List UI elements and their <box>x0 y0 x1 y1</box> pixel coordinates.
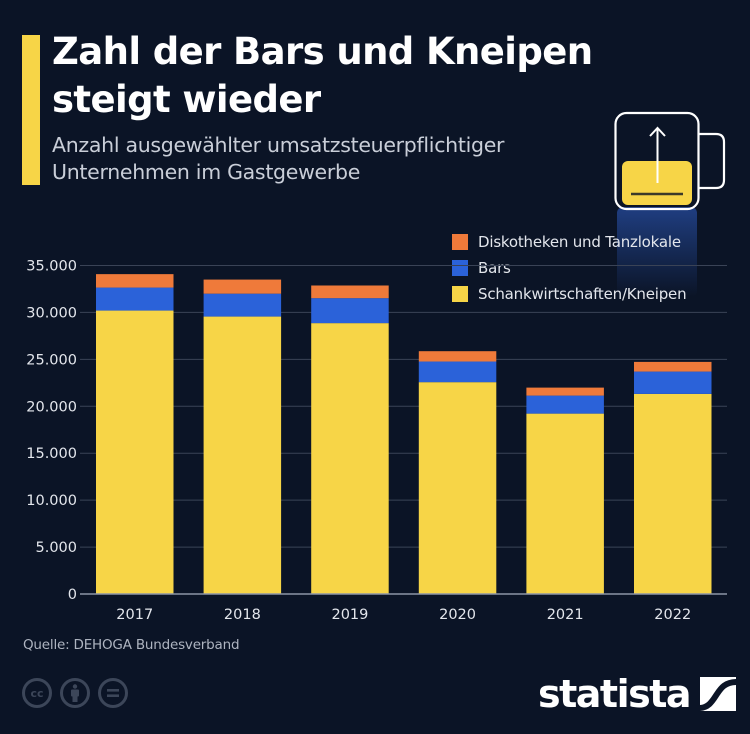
bar-segment-bars-2019 <box>311 298 389 324</box>
bar-segment-schankwirtschaften-kneipen-2022 <box>634 393 712 594</box>
bar-segment-diskotheken-und-tanzlokale-2020 <box>418 351 497 362</box>
legend-item-kneipen: Schankwirtschaften/Kneipen <box>452 281 687 307</box>
bar-segment-diskotheken-und-tanzlokale-2019 <box>311 285 389 299</box>
bar-segment-schankwirtschaften-kneipen-2019 <box>311 323 389 594</box>
bar-segment-schankwirtschaften-kneipen-2020 <box>418 382 497 594</box>
legend-swatch-diskotheken <box>452 234 468 250</box>
mug-body <box>614 111 700 211</box>
x-axis-ticks: 2017 2018 2019 2020 2021 2022 <box>116 607 691 623</box>
gridlines <box>80 265 727 548</box>
equals-glyph <box>107 689 119 697</box>
bar-segment-diskotheken-und-tanzlokale-2021 <box>526 387 604 396</box>
legend-label: Diskotheken und Tanzlokale <box>478 233 681 251</box>
bar-segment-bars-2021 <box>526 395 604 414</box>
bar-segment-schankwirtschaften-kneipen-2018 <box>203 316 282 594</box>
brand-name: statista <box>538 672 692 716</box>
beer-mug-rising-arrow-icon <box>614 111 726 211</box>
bar-segment-diskotheken-und-tanzlokale-2022 <box>634 361 712 372</box>
y-tick-label: 0 <box>68 587 77 603</box>
bars <box>96 274 712 594</box>
bar-segment-schankwirtschaften-kneipen-2021 <box>526 413 604 594</box>
x-tick-label: 2017 <box>116 607 153 623</box>
arrow-head <box>649 126 666 137</box>
legend-label: Bars <box>478 259 511 277</box>
creative-commons-icon[interactable]: cc <box>22 678 52 708</box>
bar-segment-bars-2022 <box>634 371 712 394</box>
legend-label: Schankwirtschaften/Kneipen <box>478 285 687 303</box>
chart-subtitle: Anzahl ausgewählter umsatzsteuerpflichti… <box>52 133 505 184</box>
chart-title: Zahl der Bars und Kneipen steigt wieder <box>52 30 593 121</box>
x-tick-label: 2020 <box>439 607 476 623</box>
y-tick-label: 25.000 <box>26 352 77 368</box>
x-tick-label: 2018 <box>224 607 261 623</box>
x-tick-label: 2022 <box>654 607 691 623</box>
mug-reflection <box>617 207 697 297</box>
bar-segment-bars-2020 <box>418 361 497 383</box>
bar-segment-bars-2017 <box>96 287 174 311</box>
bar-segment-bars-2018 <box>203 293 282 317</box>
legend-swatch-bars <box>452 260 468 276</box>
y-tick-label: 20.000 <box>26 399 77 415</box>
bar-segment-schankwirtschaften-kneipen-2017 <box>96 310 174 594</box>
y-axis-ticks: 0 5.000 10.000 15.000 20.000 25.000 30.000 35.0… <box>26 259 77 604</box>
y-tick-label: 10.000 <box>26 493 77 509</box>
title-accent-bar <box>22 35 40 185</box>
legend: Diskotheken und Tanzlokale Bars Schankwi… <box>452 229 687 307</box>
license-icons: cc <box>22 678 128 708</box>
attribution-person-icon[interactable] <box>60 678 90 708</box>
y-tick-label: 5.000 <box>35 540 77 556</box>
legend-item-diskotheken: Diskotheken und Tanzlokale <box>452 229 686 255</box>
no-derivatives-equals-icon[interactable] <box>98 678 128 708</box>
legend-item-bars: Bars <box>452 255 686 281</box>
mug-handle <box>699 132 726 190</box>
stacked-bar-chart: 0 5.000 10.000 15.000 20.000 25.000 30.000 35.0… <box>26 259 727 623</box>
x-tick-label: 2021 <box>547 607 584 623</box>
source-note: Quelle: DEHOGA Bundesverband <box>23 637 240 653</box>
statista-logo-icon <box>700 677 737 711</box>
y-tick-label: 35.000 <box>26 259 77 275</box>
statista-brand[interactable]: statista <box>538 672 737 716</box>
bar-segment-diskotheken-und-tanzlokale-2018 <box>203 279 282 294</box>
person-glyph <box>71 684 79 702</box>
legend-swatch-kneipen <box>452 286 468 302</box>
bar-segment-diskotheken-und-tanzlokale-2017 <box>96 274 174 288</box>
y-tick-label: 30.000 <box>26 305 77 321</box>
y-tick-label: 15.000 <box>26 446 77 462</box>
x-tick-label: 2019 <box>331 607 368 623</box>
